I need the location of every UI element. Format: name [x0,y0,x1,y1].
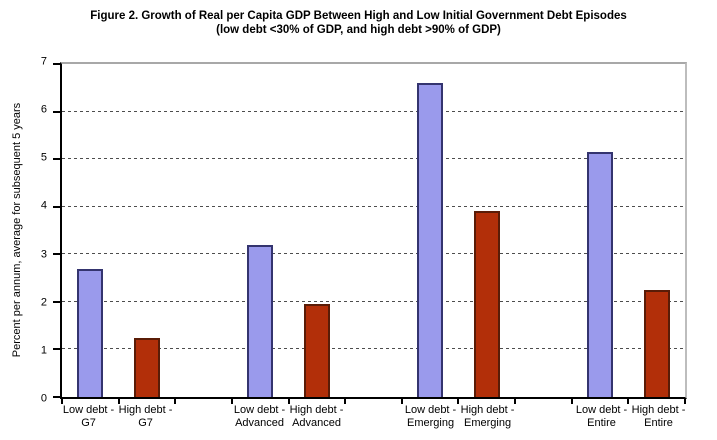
x-category-label-line2: G7 [138,417,153,429]
x-category-label-low-debt-emerging: Low debt - Emerging [393,404,468,430]
gridline-5 [62,158,685,160]
x-axis-tick [287,399,290,404]
x-axis-tick [570,399,573,404]
x-category-label-line2: Entire [587,417,616,429]
y-tick-label-7: 7 [40,55,47,68]
x-category-label-line2: Emerging [407,417,455,429]
x-category-label-line1: High debt - [631,404,686,416]
gridline-6 [62,110,685,112]
bar-low-debt-emerging [417,83,444,397]
bar-low-debt-entire [587,152,614,397]
x-category-label-line1: Low debt - [575,404,628,416]
x-axis-tick [684,399,686,404]
y-tick-label-6: 6 [40,103,47,116]
x-category-label-high-debt-entire: High debt - Entire [621,404,696,430]
x-category-label-line1: High debt - [118,404,173,416]
y-axis-tick [53,110,60,113]
y-tick-label-2: 2 [40,296,47,309]
x-axis-tick [627,399,630,404]
x-axis-category-labels: Low debt - G7 High debt - G7 Low debt - Advan… [60,404,687,434]
y-axis-tick [53,205,60,208]
bar-high-debt-g7 [133,337,160,397]
y-tick-label-1: 1 [40,344,47,357]
y-axis-tick [53,348,60,351]
x-category-label-line1: High debt - [289,404,344,416]
y-axis-tick [53,63,60,65]
bar-high-debt-advanced [303,304,330,397]
y-tick-label-3: 3 [40,248,47,261]
x-axis-tick [457,399,460,404]
chart-subtitle: (low debt <30% of GDP, and high debt >90… [216,24,501,36]
x-axis-tick [61,399,63,404]
x-axis-tick [514,399,517,404]
plot-area [53,62,687,404]
x-category-label-low-debt-entire: Low debt - Entire [564,404,639,430]
x-axis-tick [174,399,177,404]
bar-low-debt-g7 [77,268,104,397]
gridline-4 [62,205,685,207]
x-category-label-high-debt-g7: High debt - G7 [108,404,183,430]
y-axis-tick-labels: 0 1 2 3 4 5 6 7 [0,56,50,404]
y-axis-tick [53,300,60,303]
bar-low-debt-advanced [247,244,274,397]
bar-high-debt-emerging [473,211,500,397]
x-category-label-line2: Advanced [235,417,284,429]
x-category-label-line1: High debt - [460,404,515,416]
x-axis-tick [344,399,347,404]
x-axis-tick [400,399,403,404]
gridline-3 [62,253,685,255]
y-tick-label-4: 4 [40,199,47,212]
x-category-label-line1: Low debt - [62,404,115,416]
x-axis-tick [230,399,233,404]
chart-title: Figure 2. Growth of Real per Capita GDP … [90,10,627,22]
gridline-1 [62,348,685,350]
x-category-label-line1: Low debt - [233,404,286,416]
x-category-label-low-debt-advanced: Low debt - Advanced [222,404,297,430]
x-axis-tick [117,399,120,404]
y-axis-tick [53,396,60,398]
y-axis-tick [53,253,60,256]
x-category-label-line1: Low debt - [404,404,457,416]
x-category-label-line2: Entire [644,417,673,429]
y-tick-label-0: 0 [40,392,47,405]
x-category-label-line2: G7 [81,417,96,429]
x-category-label-line2: Emerging [464,417,512,429]
gridline-2 [62,300,685,302]
y-axis-tick [53,158,60,161]
x-category-label-low-debt-g7: Low debt - G7 [51,404,126,430]
x-category-label-high-debt-advanced: High debt - Advanced [279,404,354,430]
y-tick-label-5: 5 [40,151,47,164]
x-category-label-line2: Advanced [292,417,341,429]
x-category-label-high-debt-emerging: High debt - Emerging [450,404,525,430]
bar-high-debt-entire [643,289,670,397]
